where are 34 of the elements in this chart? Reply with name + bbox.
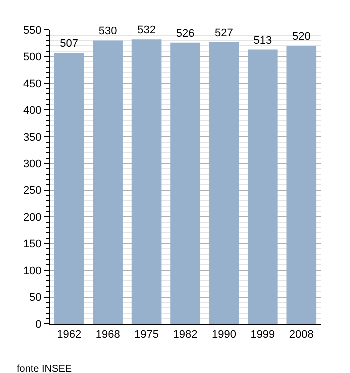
bar [170, 42, 200, 324]
x-tick-label: 1968 [96, 329, 120, 342]
bar [286, 46, 317, 324]
x-tick-label: 1962 [57, 329, 82, 342]
source-note: fonte INSEE [17, 364, 72, 373]
x-tick-label: 2008 [289, 329, 314, 342]
y-tick-label: 200 [23, 212, 42, 224]
y-tick-label: 100 [23, 265, 42, 278]
y-tick-label: 0 [36, 318, 42, 331]
y-tick-label: 300 [23, 158, 42, 170]
y-tick-label: 400 [23, 105, 42, 118]
x-tick-label: 1999 [250, 329, 276, 342]
y-tick-label: 350 [23, 132, 42, 144]
data-label: 507 [60, 38, 79, 50]
bar [93, 40, 123, 324]
bar [54, 52, 84, 324]
data-label: 527 [215, 27, 234, 40]
y-tick-label: 450 [23, 78, 42, 90]
x-tick-label: 1982 [173, 329, 198, 342]
y-tick-label: 50 [30, 292, 42, 304]
bar [248, 50, 278, 324]
data-label: 532 [138, 24, 156, 37]
y-tick-label: 250 [23, 185, 42, 198]
y-tick-label: 150 [23, 238, 42, 251]
x-tick-label: 1975 [134, 329, 160, 342]
y-tick-label: 550 [23, 24, 42, 37]
data-label: 520 [292, 31, 311, 44]
bar [209, 42, 240, 324]
x-tick-label: 1990 [212, 329, 236, 342]
bar [132, 40, 162, 324]
data-label: 513 [254, 34, 272, 47]
y-tick-label: 500 [23, 52, 42, 64]
data-label: 526 [176, 28, 195, 40]
data-label: 530 [98, 26, 118, 38]
